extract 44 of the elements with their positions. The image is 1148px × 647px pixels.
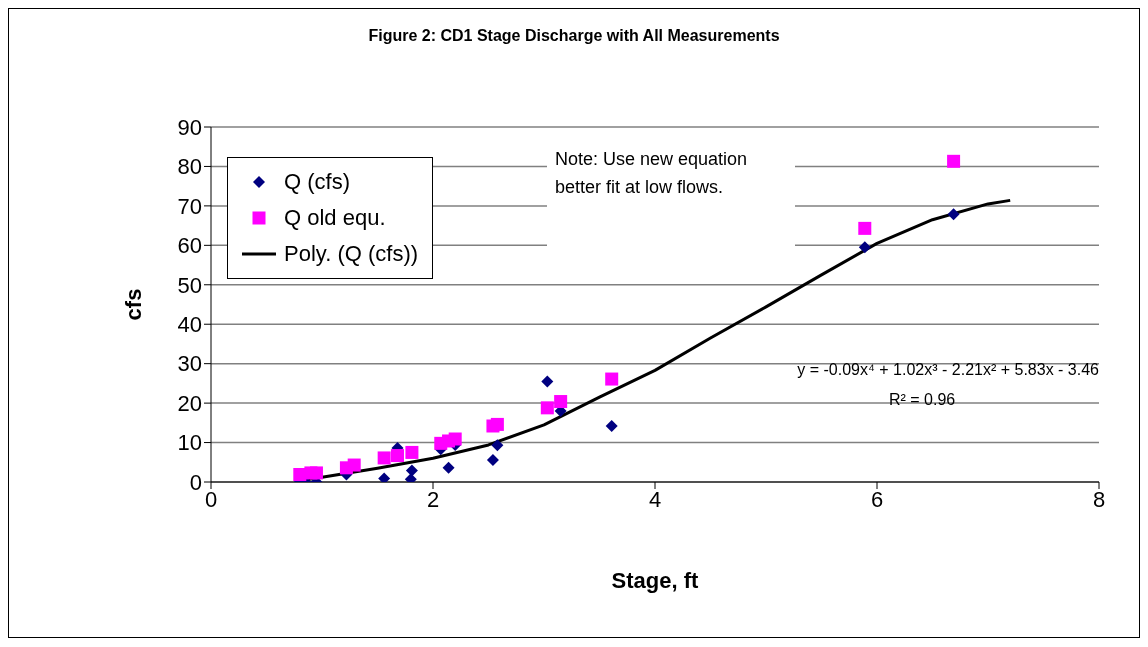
y-tick-label: 0	[189, 469, 202, 495]
x-tick-label: 8	[1092, 486, 1106, 512]
x-tick-label: 4	[648, 486, 662, 512]
point	[486, 453, 499, 466]
point	[448, 432, 462, 446]
annotation: y = -0.09x⁴ + 1.02x³ - 2.21x² + 5.83x - 3.46	[797, 361, 1099, 379]
legend-label: Poly. (Q (cfs))	[284, 240, 419, 268]
y-tick-label: 80	[177, 154, 202, 180]
legend-label: Q (cfs)	[284, 168, 350, 196]
point	[378, 472, 391, 482]
y-tick-label: 40	[177, 312, 202, 338]
y-tick-label: 50	[177, 272, 202, 298]
x-axis-title: Stage, ft	[611, 567, 700, 593]
point	[377, 451, 391, 465]
point	[491, 439, 504, 452]
chart-title: Figure 2: CD1 Stage Discharge with All Measurements	[367, 27, 781, 45]
point	[605, 372, 619, 386]
y-tick-label: 30	[177, 351, 202, 377]
point	[347, 458, 361, 472]
y-tick-label: 60	[177, 233, 202, 259]
x-tick-label: 6	[870, 486, 884, 512]
point	[947, 208, 960, 221]
point	[390, 449, 404, 463]
point	[442, 461, 455, 474]
y-axis-title: cfs	[120, 288, 146, 321]
point	[858, 221, 872, 235]
x-tick-label: 0	[204, 486, 218, 512]
point	[490, 417, 504, 431]
point	[605, 419, 618, 432]
point	[405, 445, 419, 459]
point	[554, 395, 568, 409]
x-tick-label: 2	[426, 486, 440, 512]
y-tick-label: 90	[177, 114, 202, 140]
point	[405, 464, 418, 477]
point	[309, 466, 323, 480]
y-tick-label: 10	[177, 430, 202, 456]
annotation: R² = 0.96	[889, 391, 956, 409]
point	[540, 401, 554, 415]
point	[947, 154, 961, 168]
legend-label: Q old equ.	[284, 204, 386, 232]
y-tick-label: 20	[177, 390, 202, 416]
point	[541, 375, 554, 388]
point	[858, 241, 871, 254]
y-tick-label: 70	[177, 193, 202, 219]
